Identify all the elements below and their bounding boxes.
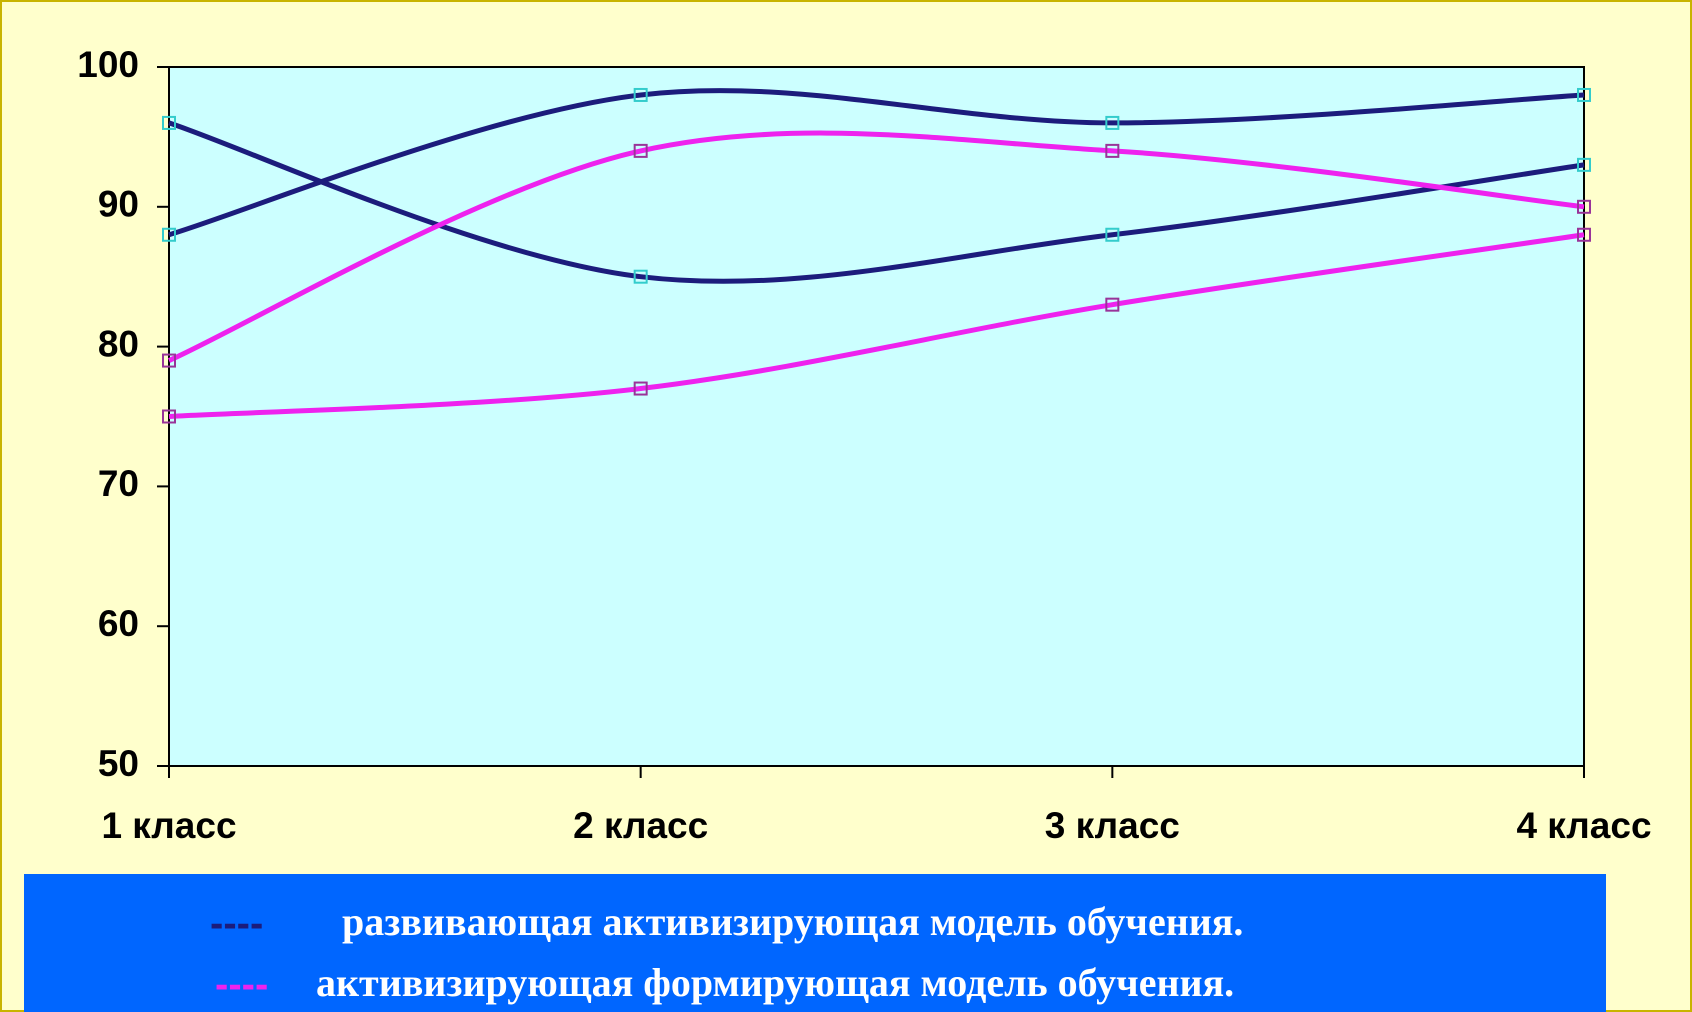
- series-line: [168, 120, 1585, 284]
- x-tick-label: 2 класс: [573, 805, 708, 846]
- point-marker: [162, 227, 176, 242]
- legend-label: развивающая активизирующая модель обучен…: [342, 899, 1243, 944]
- y-tick-label: 90: [98, 184, 139, 225]
- point-marker: [1105, 297, 1120, 312]
- x-tick-label: 4 класс: [1516, 805, 1651, 846]
- point-marker: [1105, 115, 1120, 130]
- legend-marker: ----: [215, 963, 268, 1007]
- point-marker: [633, 87, 648, 102]
- y-tick-label: 60: [98, 603, 139, 644]
- y-tick-label: 50: [98, 743, 139, 784]
- legend-marker: ----: [210, 902, 263, 946]
- series-line: [167, 130, 1585, 363]
- point-marker: [1577, 87, 1591, 102]
- point-marker: [633, 269, 648, 284]
- x-tick-label: 3 класс: [1045, 805, 1180, 846]
- point-marker: [1577, 199, 1591, 214]
- point-marker: [162, 353, 176, 368]
- point-marker: [1577, 157, 1591, 172]
- plot-area: [168, 66, 1585, 767]
- point-marker: [633, 381, 648, 396]
- series-line: [168, 88, 1585, 238]
- y-tick-label: 70: [98, 463, 139, 504]
- point-marker: [1105, 227, 1120, 242]
- point-marker: [1577, 227, 1591, 242]
- point-marker: [162, 409, 176, 424]
- series-line: [168, 232, 1585, 419]
- legend-label: активизирующая формирующая модель обучен…: [316, 960, 1234, 1005]
- y-tick-label: 100: [77, 44, 139, 85]
- point-marker: [1105, 143, 1120, 158]
- point-marker: [633, 143, 648, 158]
- legend-box: [24, 874, 1606, 1012]
- y-tick-label: 80: [98, 323, 139, 364]
- point-marker: [162, 115, 176, 130]
- x-tick-label: 1 класс: [101, 805, 236, 846]
